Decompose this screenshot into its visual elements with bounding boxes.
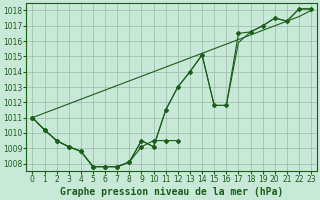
- X-axis label: Graphe pression niveau de la mer (hPa): Graphe pression niveau de la mer (hPa): [60, 187, 284, 197]
